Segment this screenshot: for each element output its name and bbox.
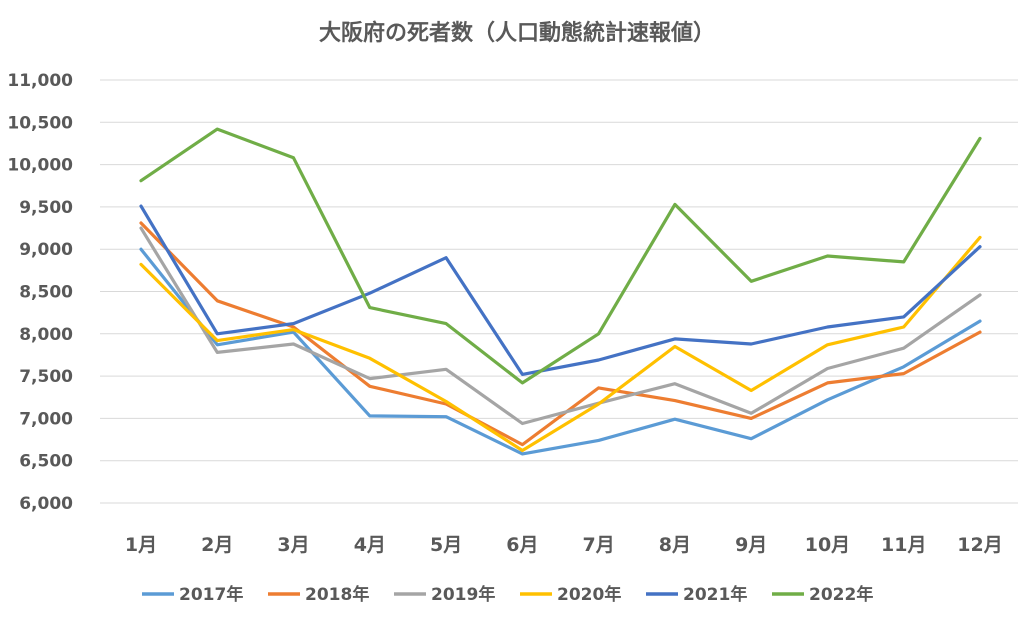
y-tick-label: 9,000 — [19, 240, 73, 260]
y-tick-label: 10,500 — [7, 113, 73, 133]
x-tick-label: 6月 — [506, 534, 538, 556]
series-line-2022年 — [139, 127, 982, 385]
y-tick-label: 7,000 — [19, 409, 73, 429]
y-tick-label: 9,500 — [19, 198, 73, 218]
series-line-2018年 — [139, 221, 982, 447]
legend-label: 2020年 — [557, 584, 621, 605]
y-tick-label: 8,000 — [19, 325, 73, 345]
series-line-2021年 — [139, 204, 982, 376]
x-axis: 1月 2月 3月 4月 5月 6月 7月 8月 9月 10月 11月 12月 — [125, 534, 1003, 556]
x-tick-label: 1月 — [125, 534, 157, 556]
x-tick-label: 9月 — [735, 534, 767, 556]
legend-label: 2017年 — [179, 584, 243, 605]
series-line-2019年 — [139, 226, 982, 426]
legend-label: 2021年 — [683, 584, 747, 605]
y-tick-label: 7,500 — [19, 367, 73, 387]
y-tick-label: 8,500 — [19, 283, 73, 303]
series-line-2017年 — [139, 247, 982, 456]
x-tick-label: 3月 — [277, 534, 309, 556]
legend-label: 2022年 — [809, 584, 873, 605]
x-tick-label: 10月 — [805, 534, 850, 556]
legend-label: 2019年 — [431, 584, 495, 605]
x-tick-label: 7月 — [583, 534, 615, 556]
x-tick-label: 5月 — [430, 534, 462, 556]
series-lines — [139, 127, 982, 456]
y-tick-label: 6,000 — [19, 494, 73, 514]
x-tick-label: 12月 — [957, 534, 1002, 556]
gridlines — [100, 79, 1018, 504]
y-axis: 6,000 6,500 7,000 7,500 8,000 8,500 9,000 9,500… — [7, 71, 73, 514]
y-tick-label: 11,000 — [7, 71, 73, 91]
x-tick-label: 8月 — [659, 534, 691, 556]
chart-title: 大阪府の死者数（人口動態統計速報値） — [319, 20, 715, 46]
y-tick-label: 10,000 — [7, 156, 73, 176]
legend: 2017年 2018年 2019年 2020年 2021年 2022年 — [142, 584, 873, 605]
x-tick-label: 4月 — [354, 534, 386, 556]
y-tick-label: 6,500 — [19, 452, 73, 472]
legend-label: 2018年 — [305, 584, 369, 605]
x-tick-label: 11月 — [881, 534, 926, 556]
series-line-2020年 — [139, 235, 982, 453]
x-tick-label: 2月 — [201, 534, 233, 556]
